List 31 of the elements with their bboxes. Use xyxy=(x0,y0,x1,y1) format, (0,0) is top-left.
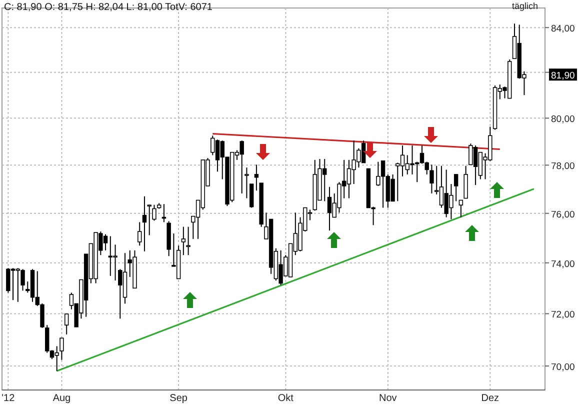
x-tick-label: Aug xyxy=(52,393,71,404)
candlestick xyxy=(464,165,468,199)
candlestick xyxy=(60,338,64,360)
candlestick xyxy=(64,313,69,335)
candlestick xyxy=(430,164,434,194)
x-tick-label: Sep xyxy=(170,393,188,404)
candlestick xyxy=(458,200,464,218)
candlestick xyxy=(254,164,259,192)
candlestick xyxy=(142,196,147,252)
y-tick-label: 74,00 xyxy=(551,258,575,270)
candlestick xyxy=(186,226,190,256)
y-tick-label: 76,00 xyxy=(551,209,575,220)
x-tick-label: '12 xyxy=(2,393,16,404)
candlestick xyxy=(147,204,152,236)
x-tick-label: Okt xyxy=(278,393,294,404)
y-tick-label: 84,00 xyxy=(551,24,575,35)
text: 81,90 xyxy=(551,70,575,82)
candlestick xyxy=(152,204,156,222)
candlestick xyxy=(249,184,254,208)
chart-title: C: 81,90 O: 81,75 H: 82,04 L: 81,00 TotV: 6071 xyxy=(4,2,213,13)
y-tick-label: 70,00 xyxy=(551,362,575,373)
candlestick xyxy=(454,174,458,202)
candlestick xyxy=(138,222,142,246)
y-tick-label: 72,00 xyxy=(551,310,575,321)
y-tick-label: 80,00 xyxy=(551,114,575,126)
y-tick-label: 78,00 xyxy=(551,161,575,172)
x-tick-label: Nov xyxy=(379,393,397,404)
annotation: täglich xyxy=(512,1,538,11)
x-tick-label: Dez xyxy=(481,393,500,404)
candlestick xyxy=(244,167,249,199)
candlestick xyxy=(181,226,186,256)
